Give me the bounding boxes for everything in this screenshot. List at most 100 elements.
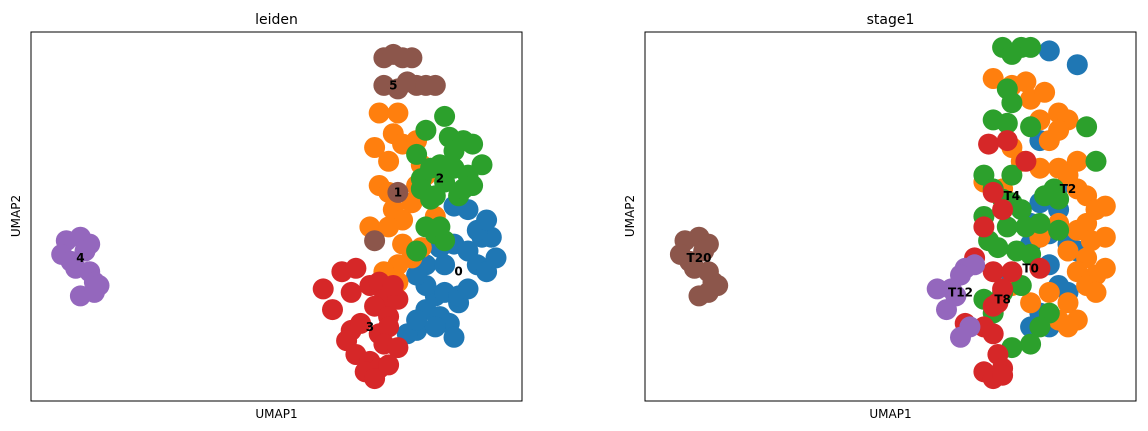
point-4	[74, 240, 96, 262]
point-0	[457, 278, 479, 300]
point-t20	[707, 275, 729, 296]
point-1	[378, 216, 400, 238]
leiden-panel: 0 1 2 3 4 5 leiden UMAP1 UMAP2	[9, 12, 523, 421]
point-0	[406, 264, 428, 286]
point-t8	[982, 181, 1004, 203]
point-0	[424, 316, 446, 338]
panel-title: leiden	[255, 12, 298, 28]
point-t4	[1010, 199, 1032, 221]
point-t2	[1094, 195, 1116, 217]
point-3	[322, 299, 343, 321]
x-axis-label: UMAP1	[255, 407, 297, 421]
point-3	[378, 316, 400, 338]
group-labels-layer: T0 T2 T4 T8 T12 T20	[687, 182, 1077, 306]
point-t8	[978, 133, 1000, 155]
point-t2	[1038, 281, 1060, 303]
point-2	[462, 175, 484, 196]
point-t4	[1020, 116, 1042, 138]
point-1	[368, 102, 390, 124]
point-0	[485, 247, 507, 269]
group-label-2: 2	[436, 172, 444, 186]
point-1	[378, 150, 400, 172]
point-2	[434, 105, 456, 127]
point-5	[424, 74, 446, 96]
point-t2	[1038, 130, 1060, 152]
point-t4	[1043, 178, 1065, 200]
point-0	[476, 209, 498, 231]
group-label-t2: T2	[1060, 182, 1077, 196]
point-t4	[996, 112, 1018, 134]
point-5	[387, 181, 409, 203]
point-t0	[1038, 40, 1060, 62]
point-t4	[1085, 150, 1107, 172]
point-t4	[1020, 333, 1042, 355]
point-t0	[1066, 54, 1088, 76]
panel-title: stage1	[867, 12, 915, 28]
point-t4	[996, 216, 1018, 238]
point-t2	[1085, 281, 1107, 303]
point-2	[429, 216, 451, 238]
point-t12	[936, 299, 957, 321]
point-t4	[1020, 36, 1042, 58]
point-t2	[1094, 257, 1116, 279]
point-t8	[982, 261, 1004, 283]
point-1	[364, 137, 386, 158]
point-t2	[1066, 219, 1088, 241]
point-4	[88, 275, 110, 296]
point-t2	[1057, 316, 1079, 338]
point-t2	[1034, 81, 1056, 103]
x-axis-label: UMAP1	[869, 407, 911, 421]
y-axis-label: UMAP2	[623, 195, 637, 237]
point-2	[415, 119, 437, 141]
point-3	[340, 281, 362, 303]
point-5	[401, 47, 423, 69]
point-t2	[1057, 292, 1079, 314]
group-label-t12: T12	[948, 285, 973, 299]
point-t2	[1015, 71, 1037, 93]
group-label-1: 1	[394, 185, 402, 199]
cluster-labels-layer: 0 1 2 3 4 5	[76, 78, 463, 334]
point-t4	[1048, 219, 1070, 241]
point-3	[345, 257, 367, 279]
point-3	[382, 275, 404, 296]
point-t8	[1001, 261, 1023, 283]
point-t8	[996, 130, 1018, 152]
group-label-t8: T8	[994, 292, 1011, 306]
point-t2	[1094, 226, 1116, 248]
point-t12	[950, 326, 971, 348]
point-2	[420, 157, 442, 179]
point-2	[420, 188, 442, 210]
group-label-t20: T20	[687, 251, 712, 265]
point-1	[387, 102, 409, 124]
point-3	[312, 278, 334, 300]
group-label-0: 0	[454, 265, 462, 279]
group-label-4: 4	[76, 251, 84, 265]
point-t4	[1001, 43, 1023, 65]
point-3	[364, 368, 386, 390]
point-0	[443, 326, 465, 348]
stage1-panel: T0 T2 T4 T8 T12 T20 stage1 UMAP1 UMAP2	[623, 12, 1137, 421]
group-label-3: 3	[366, 320, 374, 334]
point-3	[378, 354, 400, 376]
point-t4	[1001, 164, 1023, 186]
y-axis-label: UMAP2	[9, 195, 23, 237]
point-t4	[1076, 116, 1098, 138]
point-t4	[987, 237, 1009, 259]
point-t4	[1001, 92, 1023, 114]
group-label-t4: T4	[1004, 189, 1021, 203]
point-t8	[992, 199, 1014, 221]
point-t2	[1020, 292, 1042, 314]
points-layer	[669, 36, 1116, 390]
group-label-t0: T0	[1022, 261, 1039, 275]
point-2	[434, 171, 456, 193]
point-t8	[1029, 257, 1051, 279]
point-t8	[992, 364, 1014, 386]
point-t4	[1029, 316, 1051, 338]
point-t8	[982, 295, 1004, 317]
point-2	[406, 143, 428, 165]
point-t4	[1029, 212, 1051, 234]
point-2	[406, 240, 428, 262]
point-t2	[1057, 240, 1079, 262]
point-t8	[1015, 150, 1037, 172]
